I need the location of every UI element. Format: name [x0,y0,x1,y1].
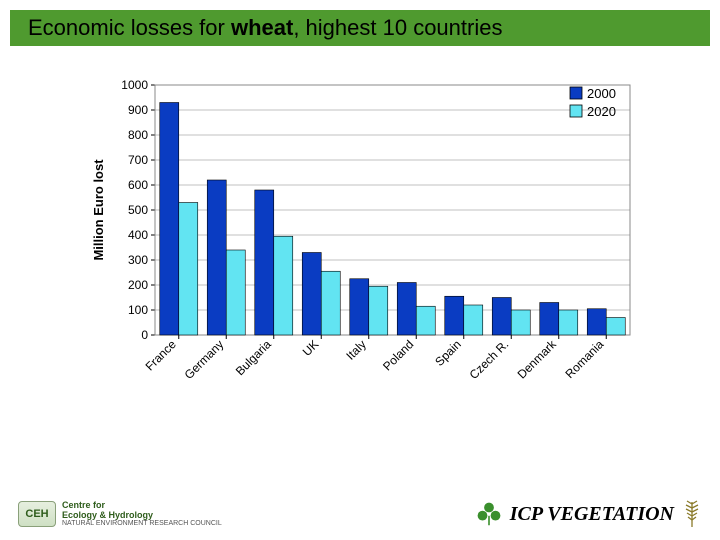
bar [369,286,388,335]
svg-text:1000: 1000 [121,78,148,92]
title-bold: wheat [231,15,293,40]
legend-label: 2000 [587,86,616,101]
icp-label: ICP VEGETATION [510,503,674,526]
svg-text:900: 900 [128,103,148,117]
title-band: Economic losses for wheat, highest 10 co… [10,10,710,46]
x-tick-label: Poland [380,337,416,373]
x-tick-label: Spain [432,337,464,369]
bar [350,279,369,335]
svg-text:700: 700 [128,153,148,167]
ceh-text-block: Centre for Ecology & Hydrology NATURAL E… [62,501,222,527]
wheat-loss-chart: 0 100 200 300 400 500 600 700 800 900 1000 Million … [80,70,640,430]
ceh-logo: CEH Centre for Ecology & Hydrology NATUR… [18,501,222,527]
bar [559,310,578,335]
x-tick-label: UK [300,337,322,359]
bar [397,283,416,336]
svg-text:300: 300 [128,253,148,267]
icp-vegetation-block: ICP VEGETATION [476,500,702,528]
svg-text:0: 0 [141,328,148,342]
title-prefix: Economic losses for [28,15,231,40]
bar [302,253,321,336]
bar [179,203,198,336]
footer: CEH Centre for Ecology & Hydrology NATUR… [18,500,702,528]
title-suffix: , highest 10 countries [293,15,502,40]
bar [226,250,245,335]
bar [416,306,435,335]
x-tick-label: Czech R. [467,337,512,382]
chart-svg: 0 100 200 300 400 500 600 700 800 900 1000 Million … [80,70,640,430]
legend-label: 2020 [587,104,616,119]
x-tick-label: Romania [563,337,607,381]
svg-text:200: 200 [128,278,148,292]
ceh-line2: Ecology & Hydrology [62,511,222,520]
wheat-icon [682,500,702,528]
svg-text:800: 800 [128,128,148,142]
bar [587,309,606,335]
ceh-line2-txt: Ecology & Hydrology [62,510,153,520]
svg-text:400: 400 [128,228,148,242]
svg-text:100: 100 [128,303,148,317]
bar [207,180,226,335]
x-tick-label: Bulgaria [233,337,274,378]
bar [255,190,274,335]
y-axis-label: Million Euro lost [91,159,106,261]
ceh-subline: NATURAL ENVIRONMENT RESEARCH COUNCIL [62,520,222,527]
bar [492,298,511,336]
x-tick-label: France [143,337,180,374]
bar [160,103,179,336]
bar [464,305,483,335]
slide-title: Economic losses for wheat, highest 10 co… [28,15,502,41]
bar [606,318,625,336]
bar [274,236,293,335]
x-tick-label: Denmark [515,337,560,382]
svg-text:500: 500 [128,203,148,217]
ceh-mark-icon: CEH [18,501,56,527]
clover-icon [476,501,502,527]
slide: Economic losses for wheat, highest 10 co… [0,0,720,540]
x-tick-label: Germany [182,337,227,382]
bar [445,296,464,335]
x-tick-label: Italy [343,337,368,362]
bar [511,310,530,335]
svg-text:600: 600 [128,178,148,192]
bar [321,271,340,335]
bar [540,303,559,336]
